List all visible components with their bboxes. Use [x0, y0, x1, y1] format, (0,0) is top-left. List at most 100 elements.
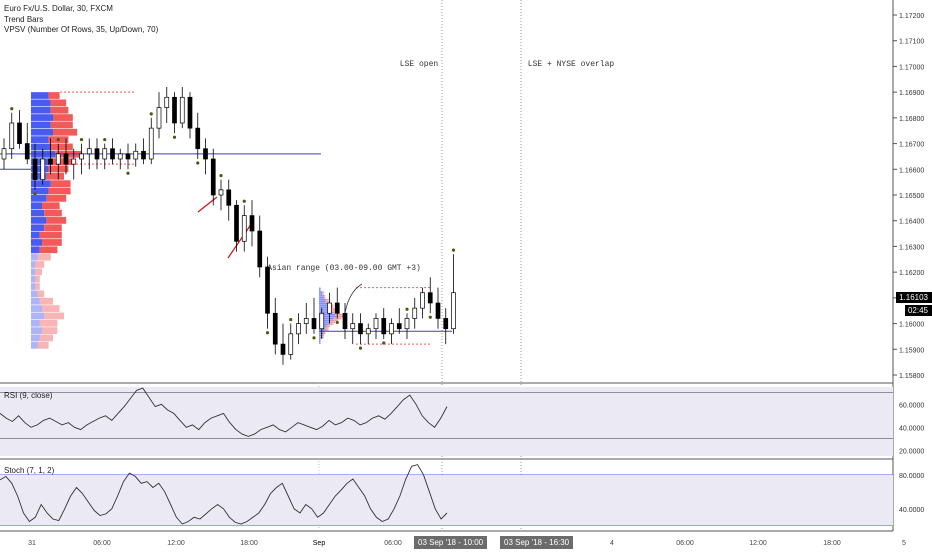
- legend-symbol[interactable]: Euro Fx/U.S. Dollar, 30, FXCM: [4, 4, 113, 13]
- vp-left-down-bar: [37, 290, 45, 298]
- candle-body: [319, 312, 325, 330]
- vp-left-down-bar: [50, 106, 69, 114]
- vp-left-up-bar: [31, 121, 51, 129]
- vp-left-down-bar: [48, 187, 71, 195]
- vp-right-up-bar: [319, 313, 335, 316]
- vp-left-down-bar: [53, 128, 78, 136]
- vp-right-up-bar: [319, 287, 321, 290]
- vp-left-down-bar: [35, 275, 40, 283]
- candle-body: [358, 323, 363, 335]
- candle-body: [24, 143, 30, 160]
- trend-line-1: [197, 196, 218, 213]
- candle-body: [296, 323, 301, 335]
- vp-left-down-bar: [39, 334, 53, 342]
- vp-left-down-bar: [53, 114, 73, 121]
- legend-indicator-trend-bars[interactable]: Trend Bars: [4, 14, 44, 24]
- vp-left-up-bar: [31, 312, 45, 320]
- rsi-tick-label: 40.0000: [899, 425, 924, 432]
- vp-left-up-bar: [31, 327, 42, 334]
- candle-body: [249, 215, 255, 232]
- vp-right-down-bar: [322, 293, 324, 295]
- vp-right-up-bar: [319, 319, 332, 322]
- candle-body: [195, 127, 201, 150]
- candle-body: [110, 148, 115, 160]
- vp-right-up-bar: [319, 295, 324, 297]
- vp-left-down-bar: [44, 224, 62, 232]
- stoch-tick-label: 80.0000: [899, 473, 924, 480]
- trend-dot: [242, 199, 246, 203]
- price-tick-label: 1.17200: [899, 13, 924, 20]
- candle-body: [203, 148, 208, 160]
- annotation-arrow: [343, 283, 363, 319]
- vp-left-down-bar: [39, 246, 58, 254]
- candle-body: [40, 158, 46, 180]
- candle-body: [234, 204, 239, 242]
- vp-left-up-bar: [31, 231, 40, 239]
- candle-body: [396, 323, 402, 330]
- rsi-band: [0, 387, 893, 456]
- vp-left-up-bar: [31, 209, 45, 217]
- candle-body: [303, 318, 309, 324]
- time-tick-label: 06:00: [93, 540, 111, 547]
- time-tick-label: Sep: [313, 540, 326, 547]
- legend-indicator-vpsv[interactable]: VPSV (Number Of Rows, 35, Up/Down, 70): [4, 25, 159, 34]
- vp-right-up-bar: [319, 291, 323, 293]
- stoch-line: [0, 464, 448, 525]
- vp-right-up-bar: [319, 310, 332, 312]
- vp-right-down-bar: [330, 321, 335, 324]
- candle-body: [141, 150, 146, 160]
- price-tick-label: 1.16800: [899, 116, 924, 123]
- time-tick-label: 4: [610, 540, 614, 547]
- candle-body: [280, 343, 286, 355]
- vp-left-up-bar: [31, 217, 47, 224]
- candle-body: [327, 302, 332, 314]
- candle-body: [1, 148, 7, 160]
- time-tick-label: 31: [28, 540, 36, 547]
- vp-left-up-bar: [31, 246, 40, 254]
- vp-left-up-bar: [31, 114, 53, 121]
- candle-body: [94, 148, 100, 160]
- vp-right-up-bar: [319, 312, 334, 314]
- trend-dot: [33, 192, 37, 196]
- rsi-line: [0, 387, 448, 437]
- vp-left-up-bar: [31, 99, 51, 107]
- candle-body: [350, 323, 356, 330]
- vp-right-up-bar: [319, 302, 327, 305]
- vp-right-up-bar: [319, 334, 323, 337]
- vp-left-down-bar: [35, 283, 40, 290]
- price-tick-label: 1.16400: [899, 219, 924, 226]
- trend-dot: [196, 161, 200, 165]
- vp-left-up-bar: [31, 202, 42, 210]
- time-tick-label: 12:00: [749, 540, 767, 547]
- candle-body: [420, 292, 425, 309]
- vp-right-down-bar: [325, 300, 329, 303]
- candle-body: [334, 302, 340, 314]
- time-tick-label: 18:00: [240, 540, 258, 547]
- vp-left-down-bar: [44, 312, 64, 320]
- vp-left-down-bar: [39, 231, 62, 239]
- price-tick-label: 1.16600: [899, 167, 924, 174]
- rsi-tick-label: 20.0000: [899, 448, 924, 455]
- price-tick-label: 1.16300: [899, 244, 924, 251]
- vp-right-up-bar: [319, 306, 329, 309]
- vp-left-up-bar: [31, 253, 38, 261]
- candle-body: [172, 96, 177, 124]
- vp-left-down-bar: [46, 217, 67, 224]
- price-tick-label: 1.16900: [899, 90, 924, 97]
- candle-body: [241, 215, 247, 242]
- vp-left-up-bar: [31, 136, 49, 143]
- vp-left-up-bar: [31, 106, 51, 114]
- vp-right-down-bar: [323, 297, 326, 299]
- rsi-pane-label[interactable]: RSI (9, close): [4, 391, 53, 400]
- vp-left-down-bar: [39, 319, 58, 327]
- vp-left-down-bar: [42, 239, 62, 246]
- stoch-pane-label[interactable]: Stoch (7, 1, 2): [4, 466, 55, 475]
- vp-left-down-bar: [39, 297, 53, 305]
- vp-left-up-bar: [31, 290, 38, 298]
- candle-body: [117, 153, 123, 160]
- vp-left-up-bar: [31, 341, 38, 349]
- candle-body: [435, 302, 441, 319]
- vp-left-up-bar: [31, 283, 36, 290]
